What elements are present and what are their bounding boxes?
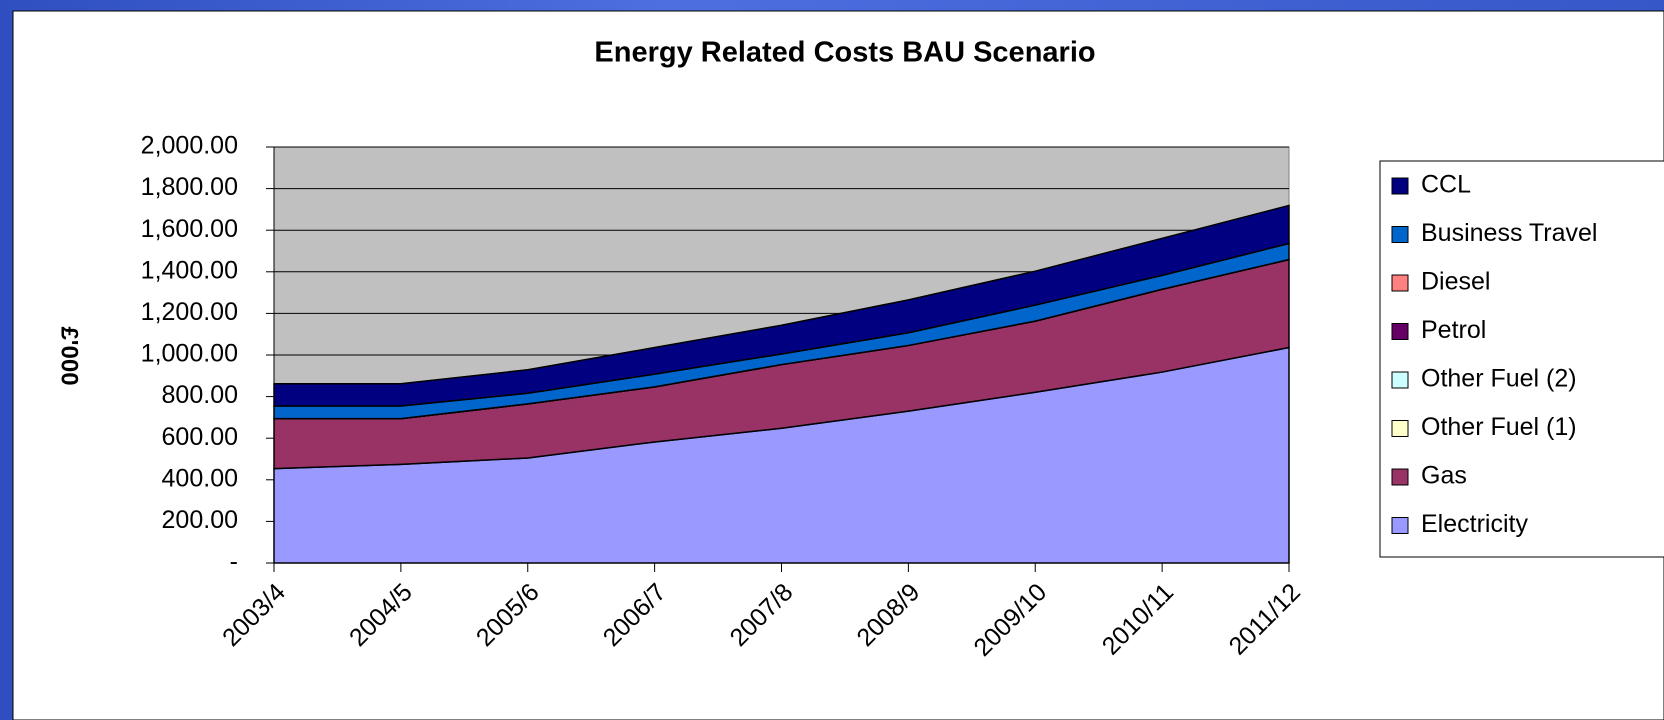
y-tick-label: 400.00 <box>162 464 238 492</box>
legend-swatch <box>1391 323 1409 340</box>
legend-label: Other Fuel (1) <box>1421 413 1577 441</box>
y-tick-label: 1,800.00 <box>141 173 238 201</box>
y-tick-label: 600.00 <box>162 423 238 451</box>
legend <box>1379 160 1664 558</box>
legend-swatch <box>1391 468 1409 486</box>
y-tick-label: 1,600.00 <box>141 215 238 243</box>
legend-label: Other Fuel (2) <box>1421 365 1577 393</box>
legend-swatch <box>1391 420 1409 437</box>
legend-label: Petrol <box>1421 316 1486 344</box>
legend-label: Electricity <box>1421 510 1528 538</box>
area <box>273 204 1290 407</box>
legend-label: CCL <box>1421 171 1471 199</box>
y-tick-label: 2,000.00 <box>141 132 238 160</box>
chart-title: Energy Related Costs BAU Scenario <box>594 37 1095 69</box>
y-tick-label: 1,400.00 <box>141 256 238 284</box>
legend-label: Gas <box>1421 462 1467 490</box>
legend-swatch <box>1391 371 1409 389</box>
y-axis-label: £'000 <box>56 326 83 385</box>
legend-label: Business Travel <box>1421 219 1597 247</box>
y-tick-label: 800.00 <box>162 381 238 409</box>
y-tick-label: 1,200.00 <box>141 298 238 326</box>
legend-swatch <box>1391 177 1409 195</box>
legend-swatch <box>1391 226 1409 243</box>
legend-swatch <box>1391 517 1409 534</box>
legend-swatch <box>1391 274 1409 292</box>
y-tick-label: 200.00 <box>162 506 238 534</box>
legend-label: Diesel <box>1421 268 1490 296</box>
y-tick-label: 1,000.00 <box>141 340 238 368</box>
y-tick-label: - <box>230 548 238 576</box>
